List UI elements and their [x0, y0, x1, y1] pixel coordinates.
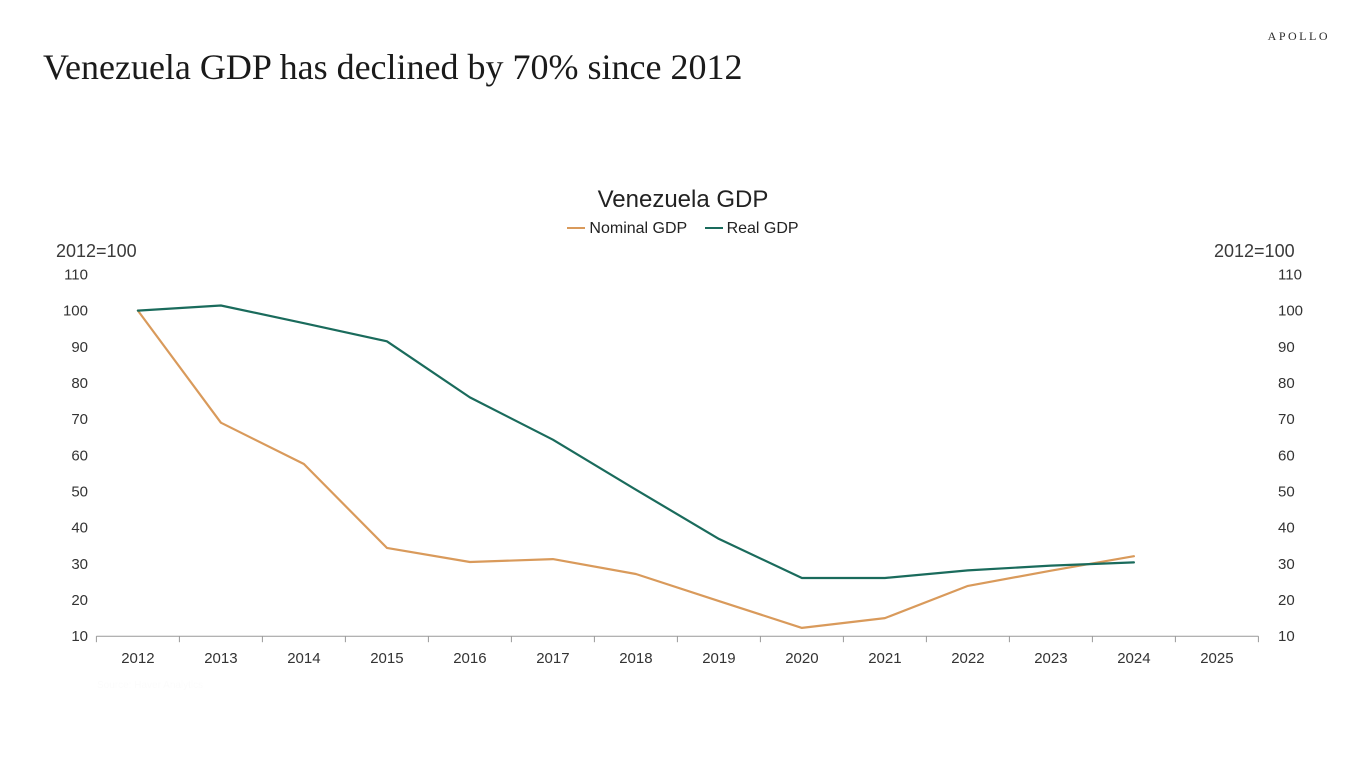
svg-text:10: 10: [1278, 628, 1295, 645]
svg-text:70: 70: [1278, 411, 1295, 428]
svg-text:80: 80: [1278, 375, 1295, 392]
svg-text:90: 90: [71, 339, 88, 356]
svg-text:2024: 2024: [1117, 650, 1150, 667]
svg-text:20: 20: [71, 592, 88, 609]
svg-text:2018: 2018: [619, 650, 652, 667]
svg-text:2017: 2017: [536, 650, 569, 667]
svg-text:2013: 2013: [204, 650, 237, 667]
svg-text:2020: 2020: [785, 650, 818, 667]
svg-text:30: 30: [1278, 556, 1295, 573]
svg-text:50: 50: [1278, 484, 1295, 501]
svg-text:110: 110: [64, 266, 88, 283]
svg-text:90: 90: [1278, 339, 1295, 356]
svg-text:2015: 2015: [370, 650, 403, 667]
svg-text:2021: 2021: [868, 650, 901, 667]
svg-text:10: 10: [71, 628, 88, 645]
svg-text:2022: 2022: [951, 650, 984, 667]
svg-text:100: 100: [1278, 303, 1303, 320]
svg-text:20: 20: [1278, 592, 1295, 609]
svg-text:2014: 2014: [287, 650, 320, 667]
svg-text:70: 70: [71, 411, 88, 428]
svg-text:2023: 2023: [1034, 650, 1067, 667]
svg-text:30: 30: [71, 556, 88, 573]
svg-text:40: 40: [71, 520, 88, 537]
svg-text:40: 40: [1278, 520, 1295, 537]
svg-text:50: 50: [71, 484, 88, 501]
svg-text:100: 100: [63, 303, 88, 320]
svg-text:2019: 2019: [702, 650, 735, 667]
svg-text:2012: 2012: [121, 650, 154, 667]
svg-text:110: 110: [1278, 266, 1302, 283]
svg-text:2025: 2025: [1200, 650, 1233, 667]
svg-text:80: 80: [71, 375, 88, 392]
svg-text:2016: 2016: [453, 650, 486, 667]
svg-text:60: 60: [71, 447, 88, 464]
svg-text:60: 60: [1278, 447, 1295, 464]
